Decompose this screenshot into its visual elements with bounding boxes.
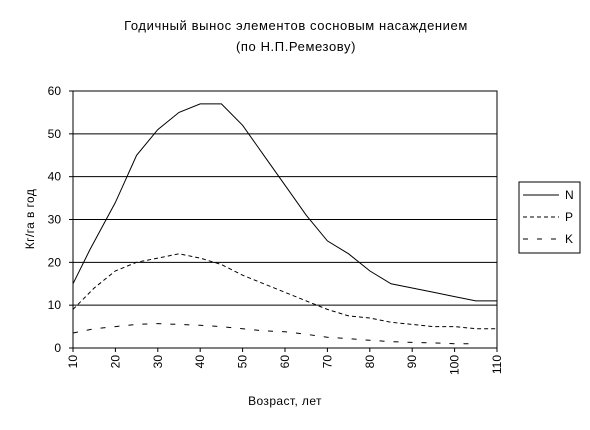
legend-box: [518, 181, 581, 254]
x-tick-label: 40: [193, 355, 207, 369]
x-axis-ticks: 10 20 30 40 50 60 70 80 90 100 110: [66, 348, 504, 375]
legend-label-k: K: [565, 232, 573, 246]
x-tick-label: 110: [490, 355, 504, 374]
x-tick-label: 80: [363, 355, 377, 369]
x-tick-label: 70: [320, 355, 334, 369]
legend: NPK: [518, 181, 581, 254]
y-tick-label: 30: [48, 213, 62, 227]
x-tick-label: 20: [108, 355, 122, 369]
chart-title: Годичный вынос элементов сосновым насажд…: [124, 18, 468, 33]
x-tick-label: 10: [66, 355, 80, 369]
grid-lines: [73, 90, 497, 349]
y-tick-label: 20: [48, 255, 62, 269]
x-tick-label: 30: [151, 355, 165, 369]
chart-subtitle: (по Н.П.Ремезову): [236, 39, 356, 54]
y-tick-label: 10: [48, 298, 62, 312]
legend-label-n: N: [565, 188, 574, 202]
legend-items: NPK: [523, 188, 574, 246]
series-line-n: [72, 103, 497, 302]
y-axis-ticks: 0 10 20 30 40 50 60: [48, 84, 73, 355]
y-axis-label: Кг/га в год: [23, 189, 37, 249]
x-axis-label: Возраст, лет: [248, 394, 322, 408]
x-tick-label: 60: [278, 355, 292, 369]
legend-label-p: P: [565, 210, 573, 224]
y-tick-label: 50: [48, 127, 62, 141]
y-tick-label: 40: [48, 170, 62, 184]
x-tick-label: 100: [448, 355, 462, 375]
x-tick-label: 50: [236, 355, 250, 369]
y-tick-label: 0: [54, 341, 61, 355]
series-line-k: [72, 323, 476, 345]
series-line-p: [72, 253, 497, 330]
y-tick-label: 60: [48, 84, 62, 98]
x-tick-label: 90: [405, 355, 419, 369]
series-layer: [72, 103, 497, 345]
